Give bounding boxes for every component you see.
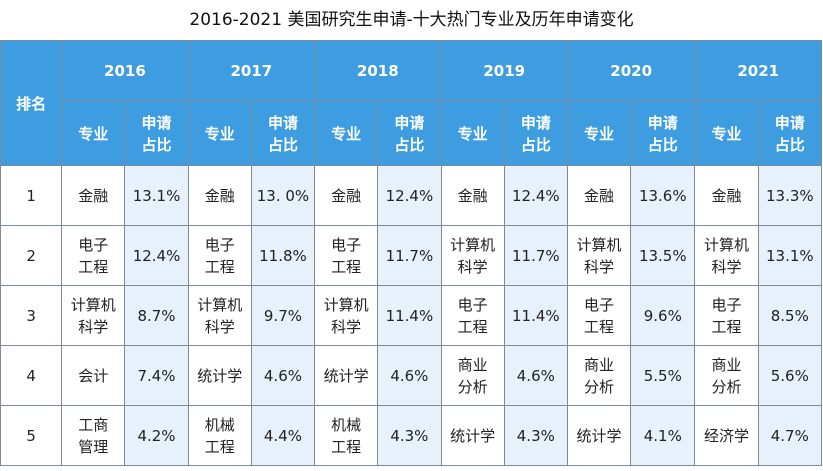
major-cell: 金融 <box>187 165 252 226</box>
major-cell: 统计学 <box>187 345 252 406</box>
share-cell: 4.1% <box>630 405 696 466</box>
major-cell: 计算机 科学 <box>566 225 632 286</box>
major-cell: 计算机 科学 <box>440 225 505 286</box>
major-cell: 会计 <box>61 345 126 406</box>
year-header: 2019 <box>440 40 568 102</box>
major-cell: 经济学 <box>694 405 759 466</box>
major-cell: 商业 分析 <box>440 345 505 406</box>
rank-cell: 1 <box>0 165 63 226</box>
major-cell: 电子 工程 <box>440 285 505 346</box>
share-header: 申请 占比 <box>124 101 189 166</box>
share-cell: 12.4% <box>124 225 189 286</box>
sub-header-row: 专业 申请 占比 专业 申请 占比 专业 申请 占比 专业 申请 占比 专业 申请 占比 专业 申请 占比 <box>1 101 823 166</box>
share-cell: 4.6% <box>377 345 442 406</box>
share-cell: 4.2% <box>124 405 189 466</box>
rank-cell: 4 <box>0 345 63 406</box>
major-header: 专业 <box>694 101 759 166</box>
rank-cell: 5 <box>0 405 63 466</box>
share-cell: 12.4% <box>377 165 442 226</box>
share-cell: 13.3% <box>757 165 823 226</box>
major-cell: 电子 工程 <box>566 285 632 346</box>
year-header: 2020 <box>566 40 696 102</box>
major-header: 专业 <box>566 101 632 166</box>
share-cell: 11.8% <box>250 225 316 286</box>
share-cell: 13.6% <box>630 165 696 226</box>
major-cell: 金融 <box>566 165 632 226</box>
rank-header: 排名 <box>0 40 63 166</box>
major-cell: 统计学 <box>440 405 505 466</box>
major-header: 专业 <box>440 101 505 166</box>
year-header-row: 排名 2016 2017 2018 2019 2020 2021 <box>0 40 822 166</box>
share-cell: 8.5% <box>757 285 823 346</box>
year-header: 2016 <box>61 40 189 102</box>
major-cell: 计算机 科学 <box>61 285 126 346</box>
page-title: 2016-2021 美国研究生申请-十大热门专业及历年申请变化 <box>189 10 634 30</box>
table-row: 5 工商 管理 4.2% 机械 工程 4.4% 机械 工程 4.3% 统计学 4.3% 统计学 4.1% 经… <box>0 405 823 466</box>
year-header: 2018 <box>314 40 442 102</box>
year-header: 2021 <box>694 40 822 102</box>
major-cell: 机械 工程 <box>314 405 379 466</box>
major-cell: 统计学 <box>566 405 632 466</box>
major-cell: 电子 工程 <box>314 225 379 286</box>
major-cell: 电子 工程 <box>187 225 252 286</box>
share-cell: 4.3% <box>377 405 442 466</box>
share-cell: 9.6% <box>630 285 696 346</box>
share-header: 申请 占比 <box>757 101 823 166</box>
major-cell: 金融 <box>61 165 126 226</box>
share-cell: 5.6% <box>757 345 823 406</box>
share-cell: 13. 0% <box>250 165 316 226</box>
share-cell: 4.6% <box>250 345 316 406</box>
major-cell: 金融 <box>440 165 505 226</box>
share-header: 申请 占比 <box>377 101 442 166</box>
share-header: 申请 占比 <box>630 101 696 166</box>
major-header: 专业 <box>187 101 252 166</box>
share-cell: 11.4% <box>377 285 442 346</box>
share-cell: 13.1% <box>757 225 823 286</box>
share-cell: 9.7% <box>250 285 316 346</box>
share-cell: 11.7% <box>503 225 568 286</box>
share-cell: 4.6% <box>503 345 568 406</box>
share-header: 申请 占比 <box>250 101 316 166</box>
share-header: 申请 占比 <box>503 101 568 166</box>
share-cell: 5.5% <box>630 345 696 406</box>
major-cell: 计算机 科学 <box>694 225 759 286</box>
share-cell: 4.7% <box>757 405 823 466</box>
share-cell: 12.4% <box>503 165 568 226</box>
share-cell: 4.3% <box>503 405 568 466</box>
table-row: 2 电子 工程 12.4% 电子 工程 11.8% 电子 工程 11.7% 计算机 科学 11.7% 计算… <box>0 225 823 286</box>
major-cell: 电子 工程 <box>694 285 759 346</box>
major-cell: 金融 <box>694 165 759 226</box>
share-cell: 7.4% <box>124 345 189 406</box>
table-row: 1 金融 13.1% 金融 13. 0% 金融 12.4% 金融 12.4% 金融 13.6% 金融 1… <box>0 165 823 226</box>
table-row: 4 会计 7.4% 统计学 4.6% 统计学 4.6% 商业 分析 4.6% 商业 分析 5.5% 商业分… <box>0 345 823 406</box>
majors-table: 排名 2016 2017 2018 2019 2020 2021 专业 申请 占比专… <box>0 40 823 466</box>
major-cell: 工商 管理 <box>61 405 126 466</box>
share-cell: 13.5% <box>630 225 696 286</box>
share-cell: 11.7% <box>377 225 442 286</box>
major-cell: 电子 工程 <box>61 225 126 286</box>
share-cell: 4.4% <box>250 405 316 466</box>
rank-cell: 3 <box>0 285 63 346</box>
major-header: 专业 <box>314 101 379 166</box>
year-header: 2017 <box>187 40 316 102</box>
rank-cell: 2 <box>0 225 63 286</box>
table-row: 3 计算机 科学 8.7% 计算机 科学 9.7% 计算机 科学 11.4% 电子 工程 11.4% 电子… <box>0 285 823 346</box>
major-cell: 统计学 <box>314 345 379 406</box>
major-header: 专业 <box>61 101 126 166</box>
major-cell: 计算机 科学 <box>314 285 379 346</box>
major-cell: 机械 工程 <box>187 405 252 466</box>
share-cell: 11.4% <box>503 285 568 346</box>
major-cell: 计算机 科学 <box>187 285 252 346</box>
major-cell: 商业 分析 <box>566 345 632 406</box>
table-body: 1 金融 13.1% 金融 13. 0% 金融 12.4% 金融 12.4% 金融 13.6% 金融 1… <box>0 165 823 466</box>
share-cell: 8.7% <box>124 285 189 346</box>
major-cell: 商业 分析 <box>694 345 759 406</box>
major-cell: 金融 <box>314 165 379 226</box>
share-cell: 13.1% <box>124 165 189 226</box>
